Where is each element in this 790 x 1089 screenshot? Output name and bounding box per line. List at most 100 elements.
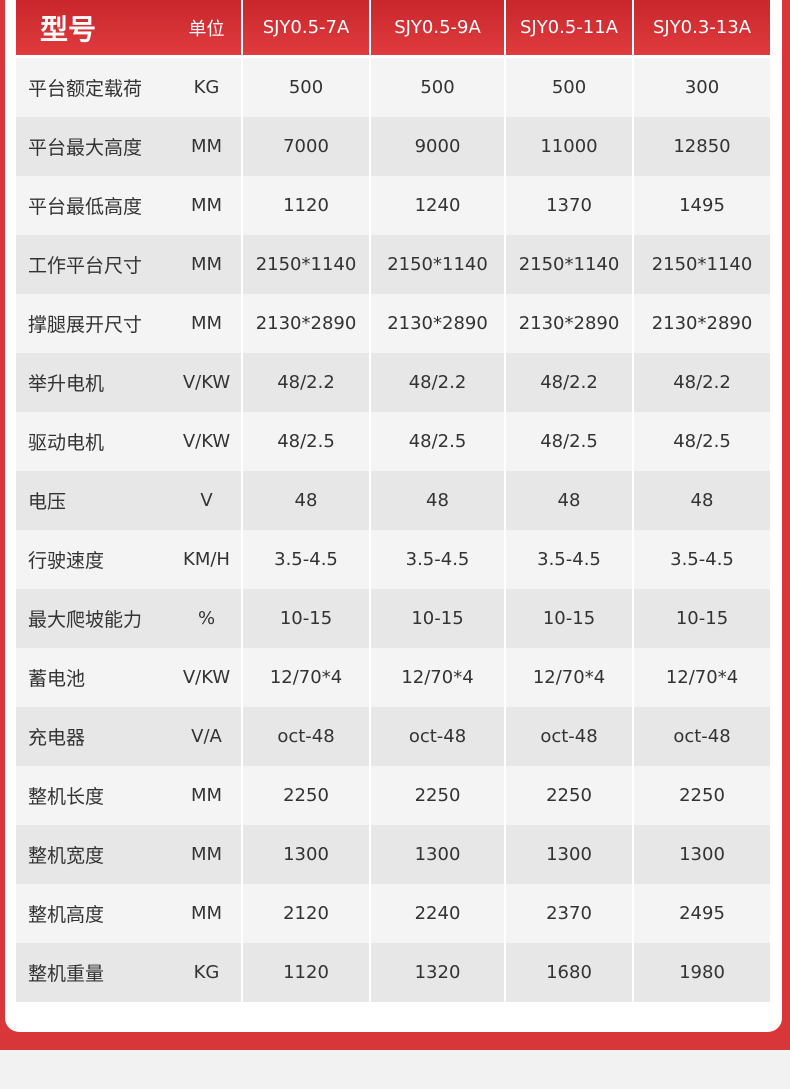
value: 48/2.2 bbox=[241, 353, 369, 412]
value: 2495 bbox=[632, 884, 770, 943]
row-label: 行驶速度 bbox=[28, 550, 105, 572]
row-label: 充电器 bbox=[28, 727, 86, 749]
value: 2130*2890 bbox=[632, 294, 770, 353]
value: 12850 bbox=[632, 117, 770, 176]
value: 1120 bbox=[241, 176, 369, 235]
value: 3.5-4.5 bbox=[241, 530, 369, 589]
value: 48/2.2 bbox=[632, 353, 770, 412]
value: 2150*1140 bbox=[241, 235, 369, 294]
value: 2250 bbox=[504, 766, 632, 825]
value: 1980 bbox=[632, 943, 770, 1002]
unit: KM/H bbox=[183, 549, 230, 570]
value: 48 bbox=[632, 471, 770, 530]
unit: V/KW bbox=[182, 431, 231, 452]
value: 1320 bbox=[369, 943, 504, 1002]
unit: V/KW bbox=[182, 667, 231, 688]
value: 48 bbox=[241, 471, 369, 530]
value: 2240 bbox=[369, 884, 504, 943]
row-label: 型号 bbox=[40, 12, 97, 46]
value: 1300 bbox=[504, 825, 632, 884]
table-row: 驱动电机 V/KW 48/2.5 48/2.5 48/2.5 48/2.5 bbox=[16, 412, 770, 471]
header-row: 型号 单位 SJY0.5-7A SJY0.5-9A SJY0.5-11A SJY0.3-1… bbox=[16, 0, 770, 55]
row-label: 整机高度 bbox=[28, 904, 105, 926]
value: SJY0.5-7A bbox=[241, 0, 369, 55]
table-row: 充电器 V/A oct-48 oct-48 oct-48 oct-48 bbox=[16, 707, 770, 766]
value: 9000 bbox=[369, 117, 504, 176]
value: 12/70*4 bbox=[241, 648, 369, 707]
value: SJY0.3-13A bbox=[632, 0, 770, 55]
value: 300 bbox=[632, 58, 770, 117]
row-label: 电压 bbox=[28, 491, 67, 513]
value: 48/2.5 bbox=[504, 412, 632, 471]
value: oct-48 bbox=[369, 707, 504, 766]
value: 48/2.5 bbox=[632, 412, 770, 471]
table-row: 行驶速度 KM/H 3.5-4.5 3.5-4.5 3.5-4.5 3.5-4.5 bbox=[16, 530, 770, 589]
value: 1120 bbox=[241, 943, 369, 1002]
value: 2250 bbox=[369, 766, 504, 825]
row-label: 平台最低高度 bbox=[28, 196, 143, 218]
row-label: 工作平台尺寸 bbox=[28, 255, 143, 277]
value: oct-48 bbox=[632, 707, 770, 766]
unit: MM bbox=[190, 844, 223, 865]
value: 2150*1140 bbox=[369, 235, 504, 294]
value: 2150*1140 bbox=[632, 235, 770, 294]
row-label: 举升电机 bbox=[28, 373, 105, 395]
value: 1680 bbox=[504, 943, 632, 1002]
row-label: 平台额定载荷 bbox=[28, 78, 143, 100]
row-label: 驱动电机 bbox=[28, 432, 105, 454]
value: 10-15 bbox=[241, 589, 369, 648]
table-row: 整机长度 MM 2250 2250 2250 2250 bbox=[16, 766, 770, 825]
value: 48/2.2 bbox=[504, 353, 632, 412]
value: 10-15 bbox=[369, 589, 504, 648]
value: 48/2.5 bbox=[369, 412, 504, 471]
unit: V/KW bbox=[182, 372, 231, 393]
value: 10-15 bbox=[632, 589, 770, 648]
value: 12/70*4 bbox=[632, 648, 770, 707]
unit: KG bbox=[193, 962, 220, 983]
unit: MM bbox=[190, 785, 223, 806]
table-row: 最大爬坡能力% 10-15 10-15 10-15 10-15 bbox=[16, 589, 770, 648]
table-row: 整机高度 MM 2120 2240 2370 2495 bbox=[16, 884, 770, 943]
row-label: 整机宽度 bbox=[28, 845, 105, 867]
value: 500 bbox=[241, 58, 369, 117]
value: 3.5-4.5 bbox=[632, 530, 770, 589]
row-label: 整机重量 bbox=[28, 963, 105, 985]
value: 500 bbox=[504, 58, 632, 117]
value: 48 bbox=[369, 471, 504, 530]
value: oct-48 bbox=[241, 707, 369, 766]
value: 2150*1140 bbox=[504, 235, 632, 294]
table-row: 撑腿展开尺寸 MM 2130*2890 2130*2890 2130*2890 2130*… bbox=[16, 294, 770, 353]
value: 10-15 bbox=[504, 589, 632, 648]
table-row: 平台最大高度 MM 7000 9000 11000 12850 bbox=[16, 117, 770, 176]
value: 1300 bbox=[241, 825, 369, 884]
value: 1300 bbox=[369, 825, 504, 884]
table-row: 整机重量 KG 1120 1320 1680 1980 bbox=[16, 943, 770, 1002]
value: 48/2.2 bbox=[369, 353, 504, 412]
unit: KG bbox=[193, 77, 220, 98]
row-label: 蓄电池 bbox=[28, 668, 86, 690]
unit: MM bbox=[190, 195, 223, 216]
value: 11000 bbox=[504, 117, 632, 176]
value: 1370 bbox=[504, 176, 632, 235]
value: 1495 bbox=[632, 176, 770, 235]
value: 2130*2890 bbox=[504, 294, 632, 353]
value: 500 bbox=[369, 58, 504, 117]
value: 2250 bbox=[632, 766, 770, 825]
value: 12/70*4 bbox=[369, 648, 504, 707]
value: 3.5-4.5 bbox=[504, 530, 632, 589]
unit: MM bbox=[190, 313, 223, 334]
value: SJY0.5-9A bbox=[369, 0, 504, 55]
unit: MM bbox=[190, 136, 223, 157]
value: 3.5-4.5 bbox=[369, 530, 504, 589]
value: 2130*2890 bbox=[241, 294, 369, 353]
unit: % bbox=[197, 608, 216, 629]
row-label: 最大爬坡能力 bbox=[28, 609, 143, 631]
value: 48/2.5 bbox=[241, 412, 369, 471]
value: oct-48 bbox=[504, 707, 632, 766]
value: 2120 bbox=[241, 884, 369, 943]
unit: 单位 bbox=[188, 18, 225, 40]
value: 2370 bbox=[504, 884, 632, 943]
value: 1240 bbox=[369, 176, 504, 235]
unit: MM bbox=[190, 903, 223, 924]
